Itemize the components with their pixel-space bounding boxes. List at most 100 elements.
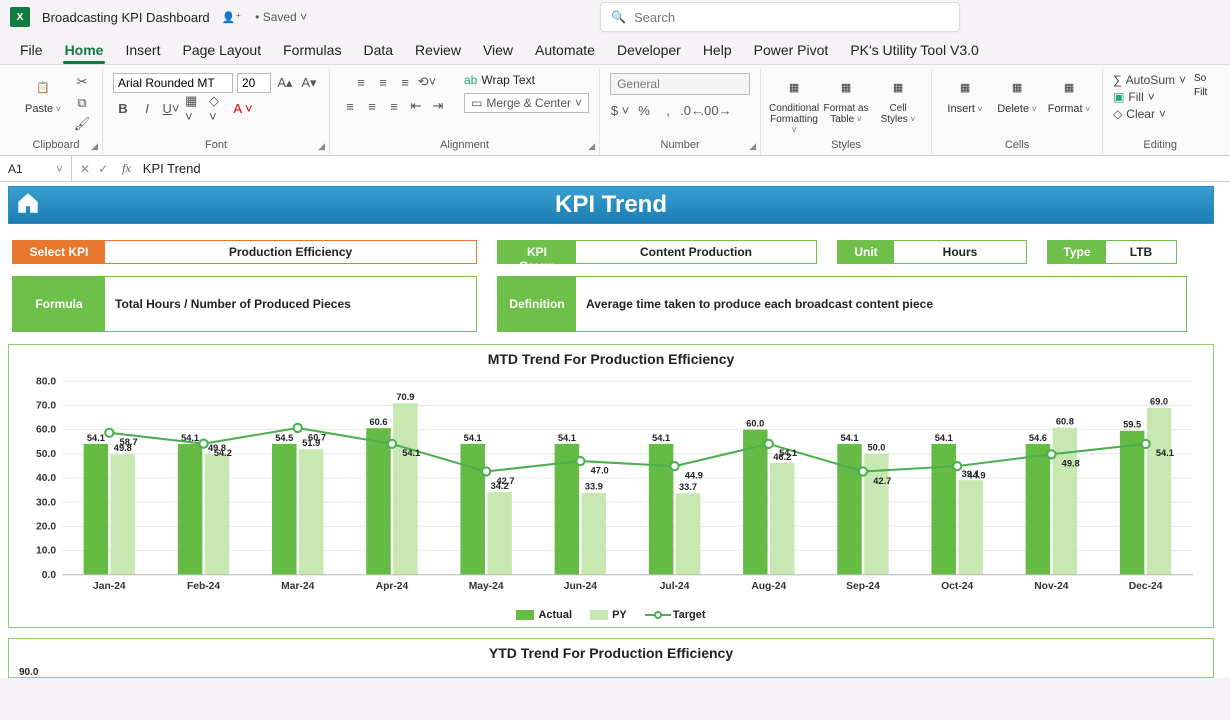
group-alignment: ≡ ≡ ≡ ⟲˅ ≡ ≡ ≡ ⇤ ⇥ abWrap Text ▭Merge & … bbox=[330, 69, 600, 155]
svg-text:54.1: 54.1 bbox=[558, 433, 576, 443]
tab-automate[interactable]: Automate bbox=[535, 42, 595, 58]
percent-button[interactable]: % bbox=[634, 101, 654, 119]
align-middle-button[interactable]: ≡ bbox=[373, 73, 393, 91]
svg-text:54.1: 54.1 bbox=[1156, 448, 1174, 458]
align-bottom-button[interactable]: ≡ bbox=[395, 73, 415, 91]
kpi-group-box: KPI Group Content Production bbox=[497, 240, 817, 264]
formula-input[interactable]: KPI Trend bbox=[137, 161, 1230, 176]
tab-page-layout[interactable]: Page Layout bbox=[182, 42, 261, 58]
svg-text:Jun-24: Jun-24 bbox=[564, 581, 597, 592]
title-bar: X Broadcasting KPI Dashboard 👤⁺ • Saved … bbox=[0, 0, 1230, 34]
ribbon: 📋 Paste ✂ ⧉ 🖌 Clipboard◢ A▴ A▾ B I U ˅ bbox=[0, 64, 1230, 156]
svg-text:60.8: 60.8 bbox=[1056, 417, 1074, 427]
saved-status[interactable]: • Saved ˅ bbox=[255, 10, 307, 24]
svg-text:Aug-24: Aug-24 bbox=[751, 581, 786, 592]
align-left-button[interactable]: ≡ bbox=[340, 97, 360, 115]
cut-button[interactable]: ✂ bbox=[72, 73, 92, 91]
formula-bar: A1˅ ✕ ✓ fx KPI Trend bbox=[0, 156, 1230, 182]
align-center-button[interactable]: ≡ bbox=[362, 97, 382, 115]
svg-text:49.8: 49.8 bbox=[1062, 459, 1080, 469]
conditional-formatting-button[interactable]: ▦Conditional Formatting bbox=[771, 73, 817, 136]
underline-button[interactable]: U ˅ bbox=[161, 99, 181, 117]
decrease-indent-button[interactable]: ⇤ bbox=[406, 97, 426, 115]
delete-cells-button[interactable]: ▦Delete bbox=[994, 73, 1040, 115]
insert-cells-button[interactable]: ▦Insert bbox=[942, 73, 988, 115]
tab-developer[interactable]: Developer bbox=[617, 42, 681, 58]
chart-legend: Actual PY Target bbox=[19, 609, 1203, 621]
svg-text:30.0: 30.0 bbox=[36, 497, 56, 508]
font-color-button[interactable]: A ˅ bbox=[233, 99, 253, 117]
group-clipboard: 📋 Paste ✂ ⧉ 🖌 Clipboard◢ bbox=[10, 69, 103, 155]
clear-button[interactable]: ◇Clear˅ bbox=[1113, 107, 1166, 121]
svg-text:59.5: 59.5 bbox=[1123, 420, 1141, 430]
svg-text:54.1: 54.1 bbox=[841, 433, 859, 443]
tab-power-pivot[interactable]: Power Pivot bbox=[754, 42, 829, 58]
fill-button[interactable]: ▣Fill˅ bbox=[1113, 90, 1155, 104]
bold-button[interactable]: B bbox=[113, 99, 133, 117]
editing-label: Editing bbox=[1113, 137, 1207, 155]
format-painter-button[interactable]: 🖌 bbox=[72, 115, 92, 133]
increase-decimal-button[interactable]: .0← bbox=[682, 101, 702, 119]
merge-center-button[interactable]: ▭Merge & Center˅ bbox=[464, 93, 589, 113]
svg-text:May-24: May-24 bbox=[469, 581, 504, 592]
search-input[interactable] bbox=[634, 10, 949, 25]
tab-formulas[interactable]: Formulas bbox=[283, 42, 341, 58]
cancel-formula-button[interactable]: ✕ bbox=[80, 162, 90, 176]
tab-insert[interactable]: Insert bbox=[125, 42, 160, 58]
svg-text:54.1: 54.1 bbox=[464, 433, 482, 443]
fill-color-button[interactable]: ◇ ˅ bbox=[209, 99, 229, 117]
enter-formula-button[interactable]: ✓ bbox=[98, 162, 108, 176]
svg-text:Oct-24: Oct-24 bbox=[941, 581, 973, 592]
name-box[interactable]: A1˅ bbox=[0, 156, 72, 181]
format-as-table-button[interactable]: ▦Format as Table bbox=[823, 73, 869, 125]
tab-view[interactable]: View bbox=[483, 42, 513, 58]
svg-text:Jul-24: Jul-24 bbox=[660, 581, 690, 592]
decrease-font-button[interactable]: A▾ bbox=[299, 74, 319, 92]
paste-button[interactable]: 📋 Paste bbox=[20, 73, 66, 115]
group-number: $ ˅ % , .0← .00→ Number◢ bbox=[600, 69, 761, 155]
copy-button[interactable]: ⧉ bbox=[72, 94, 92, 112]
select-kpi-box[interactable]: Select KPI Production Efficiency bbox=[12, 240, 477, 264]
tab-pk-tool[interactable]: PK's Utility Tool V3.0 bbox=[850, 42, 978, 58]
number-format-select[interactable] bbox=[610, 73, 750, 95]
decrease-decimal-button[interactable]: .00→ bbox=[706, 101, 726, 119]
tab-review[interactable]: Review bbox=[415, 42, 461, 58]
border-button[interactable]: ▦ ˅ bbox=[185, 99, 205, 117]
tab-data[interactable]: Data bbox=[363, 42, 393, 58]
autosum-button[interactable]: ∑AutoSum˅ bbox=[1113, 73, 1186, 87]
excel-icon: X bbox=[10, 7, 30, 27]
tab-file[interactable]: File bbox=[20, 42, 43, 58]
svg-text:69.0: 69.0 bbox=[1150, 397, 1168, 407]
svg-text:70.9: 70.9 bbox=[396, 392, 414, 402]
svg-text:Jan-24: Jan-24 bbox=[93, 581, 126, 592]
kpi-type-box: Type LTB bbox=[1047, 240, 1177, 264]
font-name-select[interactable] bbox=[113, 73, 233, 93]
svg-text:33.7: 33.7 bbox=[679, 482, 697, 492]
increase-indent-button[interactable]: ⇥ bbox=[428, 97, 448, 115]
search-box[interactable]: 🔍 bbox=[600, 2, 960, 32]
italic-button[interactable]: I bbox=[137, 99, 157, 117]
format-cells-button[interactable]: ▦Format bbox=[1046, 73, 1092, 115]
share-icon[interactable]: 👤⁺ bbox=[222, 11, 242, 24]
menu-bar: File Home Insert Page Layout Formulas Da… bbox=[0, 34, 1230, 64]
comma-button[interactable]: , bbox=[658, 101, 678, 119]
tab-home[interactable]: Home bbox=[65, 42, 104, 58]
orientation-button[interactable]: ⟲˅ bbox=[417, 73, 437, 91]
filter-fragment: Filt bbox=[1194, 87, 1207, 98]
cell-styles-button[interactable]: ▦Cell Styles bbox=[875, 73, 921, 125]
svg-text:Dec-24: Dec-24 bbox=[1129, 581, 1163, 592]
svg-text:70.0: 70.0 bbox=[36, 401, 56, 412]
align-right-button[interactable]: ≡ bbox=[384, 97, 404, 115]
home-icon[interactable] bbox=[15, 190, 41, 216]
svg-text:54.1: 54.1 bbox=[402, 448, 420, 458]
svg-text:80.0: 80.0 bbox=[36, 376, 56, 387]
fx-icon[interactable]: fx bbox=[116, 161, 137, 176]
font-size-select[interactable] bbox=[237, 73, 271, 93]
tab-help[interactable]: Help bbox=[703, 42, 732, 58]
currency-button[interactable]: $ ˅ bbox=[610, 101, 630, 119]
sort-fragment: So bbox=[1194, 73, 1206, 84]
wrap-text-button[interactable]: abWrap Text bbox=[464, 73, 535, 87]
increase-font-button[interactable]: A▴ bbox=[275, 74, 295, 92]
align-top-button[interactable]: ≡ bbox=[351, 73, 371, 91]
group-editing: ∑AutoSum˅ ▣Fill˅ ◇Clear˅ So Filt Editing bbox=[1103, 69, 1217, 155]
